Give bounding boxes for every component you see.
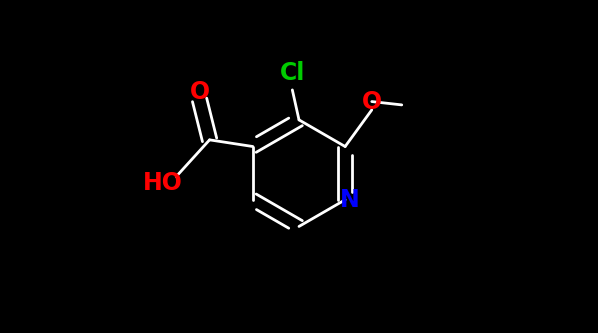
Text: HO: HO [143, 171, 183, 195]
Text: Cl: Cl [280, 61, 305, 85]
Text: O: O [362, 90, 382, 114]
Text: N: N [340, 188, 359, 212]
Text: O: O [190, 80, 210, 104]
